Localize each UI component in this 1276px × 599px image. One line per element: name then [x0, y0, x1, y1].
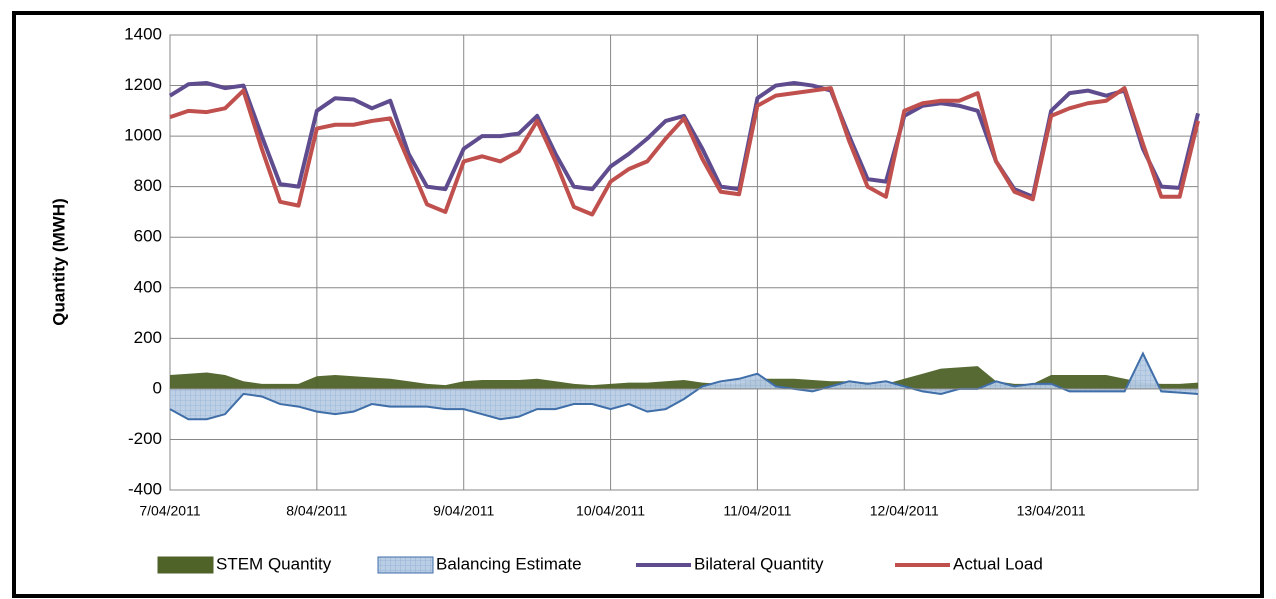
legend-label: Bilateral Quantity	[694, 554, 824, 573]
y-tick-label: 400	[134, 277, 162, 296]
x-tick-label: 13/04/2011	[1017, 503, 1086, 519]
x-tick-label: 8/04/2011	[286, 503, 347, 519]
line	[169, 86, 1200, 217]
area-outline	[169, 351, 1199, 421]
y-tick-label: 800	[134, 176, 162, 195]
line	[168, 81, 1200, 199]
x-tick-label: 11/04/2011	[723, 503, 791, 519]
y-tick-label: 200	[134, 328, 162, 347]
plot-area	[169, 34, 1199, 491]
legend-swatch	[377, 556, 434, 574]
y-tick-label: 600	[134, 227, 162, 246]
x-tick-label: 7/04/2011	[139, 503, 200, 519]
area	[170, 353, 1198, 420]
legend-swatch	[157, 556, 214, 574]
legend-label: Balancing Estimate	[436, 554, 582, 573]
x-tick-label: 12/04/2011	[870, 503, 939, 519]
y-tick-label: 1400	[124, 24, 162, 43]
y-tick-label: 0	[153, 378, 162, 397]
x-tick-label: 10/04/2011	[576, 503, 645, 519]
area	[170, 366, 1198, 389]
y-tick-label: -200	[128, 429, 162, 448]
y-tick-label: -400	[128, 479, 162, 498]
y-tick-label: 1200	[124, 75, 162, 94]
legend-label: STEM Quantity	[216, 554, 332, 573]
y-axis-label: Quantity (MWH)	[49, 198, 68, 325]
legend-label: Actual Load	[953, 554, 1043, 573]
x-tick-label: 9/04/2011	[433, 503, 494, 519]
y-tick-label: 1000	[124, 126, 162, 145]
